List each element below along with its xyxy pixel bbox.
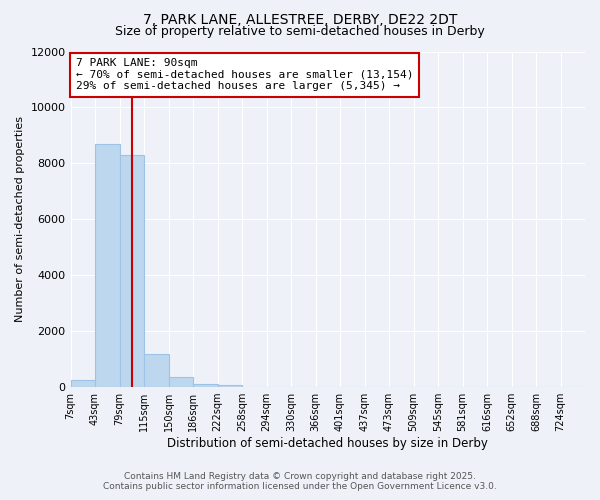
Text: 7, PARK LANE, ALLESTREE, DERBY, DE22 2DT: 7, PARK LANE, ALLESTREE, DERBY, DE22 2DT xyxy=(143,12,457,26)
Bar xyxy=(218,385,242,387)
Bar xyxy=(169,378,193,387)
Bar xyxy=(144,354,169,387)
Bar xyxy=(193,384,218,387)
X-axis label: Distribution of semi-detached houses by size in Derby: Distribution of semi-detached houses by … xyxy=(167,437,488,450)
Text: 7 PARK LANE: 90sqm
← 70% of semi-detached houses are smaller (13,154)
29% of sem: 7 PARK LANE: 90sqm ← 70% of semi-detache… xyxy=(76,58,413,92)
Bar xyxy=(242,386,266,387)
Text: Contains HM Land Registry data © Crown copyright and database right 2025.
Contai: Contains HM Land Registry data © Crown c… xyxy=(103,472,497,491)
Bar xyxy=(71,380,95,387)
Text: Size of property relative to semi-detached houses in Derby: Size of property relative to semi-detach… xyxy=(115,25,485,38)
Bar xyxy=(119,155,144,387)
Y-axis label: Number of semi-detached properties: Number of semi-detached properties xyxy=(15,116,25,322)
Bar xyxy=(95,144,119,387)
